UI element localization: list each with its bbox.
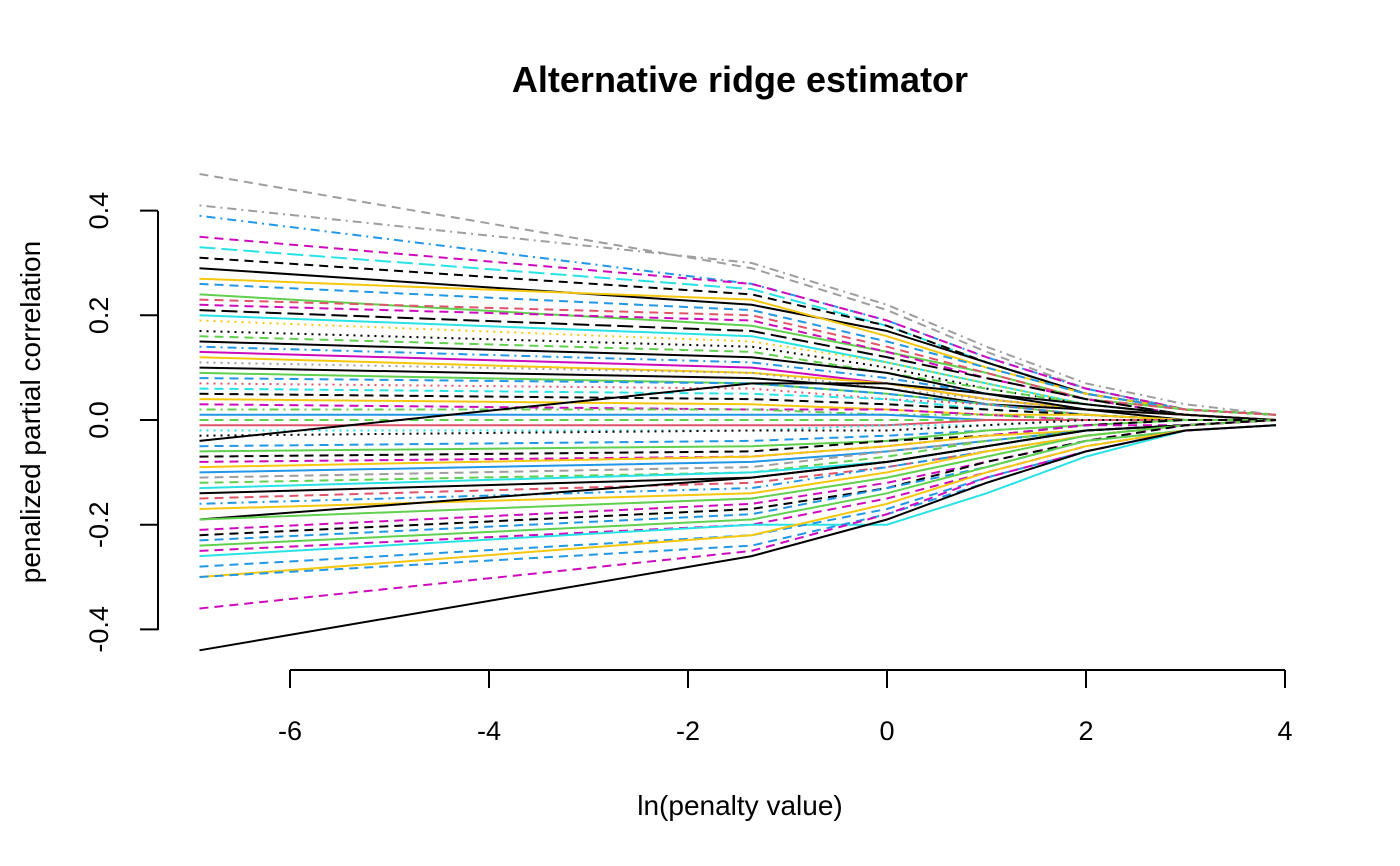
y-tick-label-3: 0.0 [84,401,114,439]
y-axis-label: penalized partial correlation [15,241,46,583]
series-line-18 [199,340,1277,421]
series-line-1 [199,173,1277,416]
series-line-25 [199,377,1276,421]
series-line-7 [199,267,1277,416]
series-line-54 [199,419,1277,537]
series-line-44 [199,419,1277,479]
series-line-11 [199,298,1277,416]
x-tick-label-4: 0 [879,716,894,746]
x-tick-label-5: 2 [1078,716,1093,746]
series-line-39 [199,419,1276,453]
chart-title: Alternative ridge estimator [512,59,968,100]
series-line-16 [199,330,1277,421]
x-tick-label-6: 4 [1277,716,1292,746]
series-line-2 [199,204,1277,416]
series-line-42 [199,419,1277,469]
y-tick-label-5: 0.4 [84,192,114,230]
x-tick-label-3: -2 [676,716,700,746]
y-tick-label-1: -0.4 [84,606,114,653]
series-line-10 [199,293,1277,416]
series-line-56 [199,424,1277,547]
y-tick-label-2: -0.2 [84,501,114,548]
series-line-60 [199,424,1277,578]
series-line-61 [199,424,1277,578]
series-line-62 [199,424,1277,610]
y-tick-label-4: 0.2 [84,297,114,335]
series-line-37 [199,382,1277,442]
y-axis: -0.4 -0.2 0.0 0.2 0.4 [84,192,159,653]
x-axis-label: ln(penalty value) [637,790,842,821]
series-line-15 [199,319,1277,421]
series-line-31 [199,408,1276,421]
x-tick-label-2: -4 [477,716,501,746]
series-line-63 [199,424,1277,652]
x-axis: -6 -4 -2 0 2 4 [278,669,1293,746]
x-tick-label-1: -6 [278,716,302,746]
plot-lines [199,173,1277,652]
series-line-28 [199,392,1276,421]
